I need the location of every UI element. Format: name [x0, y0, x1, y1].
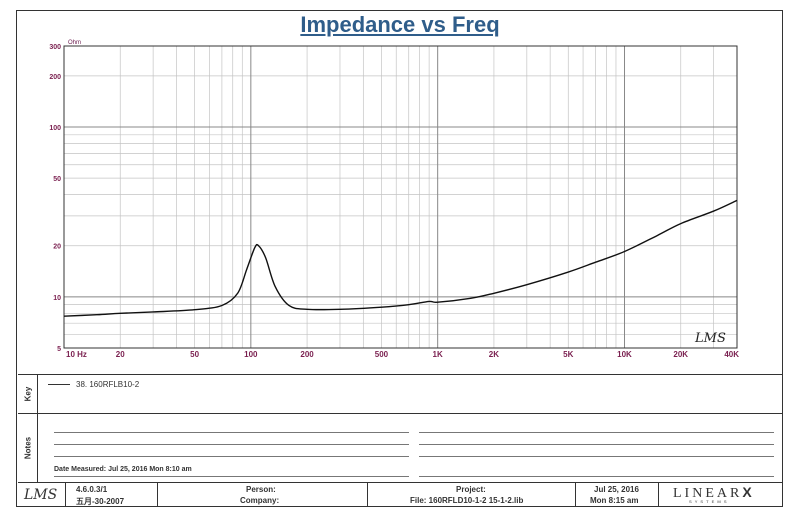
lms-watermark: LMS	[694, 331, 726, 346]
legend-side-label: Key	[23, 386, 32, 402]
brand-logo: LINEARX	[673, 484, 755, 502]
x-tick-label: 10 Hz	[66, 350, 87, 359]
legend-entry-label: 38. 160RFLB10-2	[76, 380, 140, 389]
note-line	[54, 456, 409, 457]
footer-logo-cell: LMS	[18, 483, 66, 507]
notes-panel: Notes Date Measured: Jul 25, 2016 Mon 8:…	[18, 413, 783, 482]
y-tick-label: 50	[53, 176, 61, 183]
file-label: File: 160RFLD10-1-2 15-1-2.lib	[410, 496, 524, 505]
grid-major	[63, 46, 737, 348]
x-tick-label: 1K	[433, 350, 443, 359]
company-label: Company:	[240, 496, 280, 505]
footer: LMS 4.6.0.3/1 五月-30-2007 Person: Company…	[18, 482, 783, 507]
note-line	[54, 432, 409, 433]
note-lines	[54, 414, 774, 482]
person-label: Person:	[246, 485, 276, 494]
footer-person-cell: Person: Company:	[158, 483, 368, 507]
impedance-curve	[63, 199, 738, 317]
note-line	[419, 456, 774, 457]
footer-date: Jul 25, 2016	[594, 485, 639, 494]
plot-border	[63, 45, 738, 349]
y-tick-label: 300	[49, 44, 61, 51]
x-tick-label: 50	[190, 350, 199, 359]
version: 4.6.0.3/1	[76, 485, 108, 494]
x-tick-label: 10K	[617, 350, 632, 359]
note-line	[54, 444, 409, 445]
x-tick-label: 20K	[673, 350, 688, 359]
note-line	[54, 476, 409, 477]
y-tick-label: 100	[49, 125, 61, 132]
y-tick-label: 10	[53, 295, 61, 302]
brand-name: LINEAR	[673, 486, 743, 501]
footer-version-cell: 4.6.0.3/1 五月-30-2007	[66, 483, 158, 507]
date-measured: Date Measured: Jul 25, 2016 Mon 8:10 am	[54, 466, 192, 473]
legend-side: Key	[18, 375, 38, 413]
note-line	[419, 432, 774, 433]
brand-x: X	[742, 484, 755, 500]
x-tick-label: 500	[375, 350, 389, 359]
x-tick-label: 40K	[724, 350, 739, 359]
footer-time: Mon 8:15 am	[590, 496, 639, 505]
note-line	[419, 444, 774, 445]
x-tick-label: 2K	[489, 350, 499, 359]
notes-side: Notes	[18, 414, 38, 482]
lms-logo: LMS	[24, 487, 58, 503]
footer-date-cell: Jul 25, 2016 Mon 8:15 am	[576, 483, 659, 507]
legend-line-swatch	[48, 384, 70, 385]
x-tick-label: 100	[244, 350, 258, 359]
note-line	[419, 476, 774, 477]
y-tick-label: 5	[57, 346, 61, 353]
grid-minor	[64, 46, 738, 348]
version-date: 五月-30-2007	[76, 497, 125, 506]
x-tick-label: 200	[300, 350, 314, 359]
y-tick-label: 200	[49, 74, 61, 81]
legend-entry: 38. 160RFLB10-2	[48, 380, 139, 389]
y-tick-labels: 5 10 20 50 100 200 300	[49, 44, 61, 353]
project-label: Project:	[456, 485, 486, 494]
footer-project-cell: Project: File: 160RFLD10-1-2 15-1-2.lib	[368, 483, 576, 507]
y-tick-label: 20	[53, 244, 61, 251]
brand-sub: S Y S T E M S	[689, 499, 728, 504]
x-tick-label: 5K	[563, 350, 573, 359]
x-tick-label: 20	[116, 350, 125, 359]
y-axis-unit-label: Ohm	[68, 40, 81, 46]
chart-frame	[16, 10, 783, 507]
notes-side-label: Notes	[23, 436, 32, 460]
legend-panel: Key 38. 160RFLB10-2	[18, 374, 783, 413]
chart-title: Impedance vs Freq	[300, 12, 500, 37]
x-tick-labels: 10 Hz 20 50 100 200 500 1K 2K 5K 10K 20K 40K	[66, 350, 739, 359]
footer-brand-cell: LINEARX S Y S T E M S	[659, 483, 783, 507]
